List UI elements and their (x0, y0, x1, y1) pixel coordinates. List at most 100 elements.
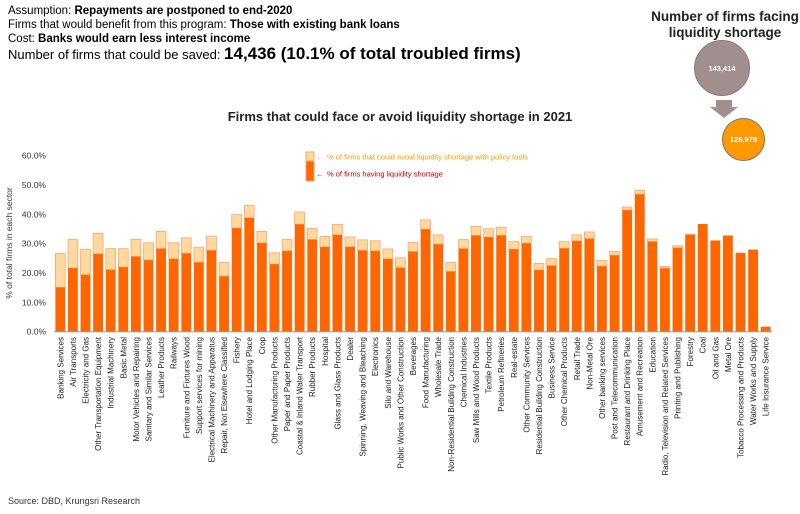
x-tick-label: Fishery (233, 337, 242, 363)
chart-title: Firms that could face or avoid liquidity… (227, 109, 573, 124)
bar-shortage (559, 248, 570, 332)
x-tick-label: Support services for mining (195, 337, 204, 434)
x-tick-label: Sanitary and Similar Services (144, 337, 153, 441)
bar-shortage (408, 251, 418, 332)
bar-avoid (508, 241, 520, 250)
x-tick-label: Public Works and Other Construction (396, 337, 405, 468)
bar-shortage (697, 224, 708, 332)
x-tick-label: Saw Mills and Wood Products (472, 337, 481, 443)
bar-shortage (105, 269, 116, 332)
cost-label: Cost: (8, 33, 39, 45)
firms-before-circle: 143,414 (694, 40, 750, 96)
x-tick-label: Tobacco Processing and Products (737, 337, 746, 458)
x-tick-label: Other Community Services (522, 337, 531, 433)
x-tick-label: Railways (170, 337, 179, 369)
bar-shortage (508, 249, 519, 332)
y-tick-label: 10.0% (22, 297, 47, 307)
x-tick-label: Residential Building Construction (535, 337, 544, 454)
x-tick-label: Wholesale Trade (434, 336, 443, 397)
x-tick-label: Water Works and Supply (749, 337, 758, 425)
y-tick-label: 20.0% (22, 268, 47, 278)
firms-after-value: 128,978 (729, 135, 758, 144)
x-tick-label: Business Service (548, 336, 557, 398)
x-tick-label: Food Manufacturing (422, 337, 431, 408)
bar-shortage (307, 239, 318, 332)
bar-shortage (357, 250, 368, 332)
bar-shortage (672, 247, 683, 332)
bar-avoid (155, 230, 167, 250)
bar-avoid (193, 246, 205, 263)
x-tick-label: Paper and Paper Products (283, 337, 292, 431)
benefit-label: Firms that would benefit from this progr… (8, 19, 230, 31)
x-tick-label: Post and Telecommunication (611, 337, 620, 439)
bar-shortage (534, 270, 544, 332)
y-tick-label: 40.0% (22, 209, 47, 219)
legend-swatch-shortage (305, 160, 315, 182)
x-tick-label: Spinning, Weaving and Bleaching (359, 337, 368, 457)
bar-shortage (685, 234, 696, 332)
bar-shortage (420, 229, 431, 332)
cost-line: Cost: Banks would earn less interest inc… (8, 33, 250, 45)
bar-shortage (143, 260, 154, 332)
bar-avoid (319, 235, 331, 248)
x-tick-label: Beverages (409, 337, 418, 375)
bar-avoid (143, 242, 154, 261)
bar-avoid (344, 236, 356, 248)
bar-avoid (256, 230, 268, 244)
x-tick-label: Other Manufacturing Products (270, 337, 279, 444)
x-tick-label: Hotel and Lodging Place (245, 336, 254, 424)
bar-avoid (609, 250, 620, 256)
bar-shortage (584, 238, 595, 332)
bar-shortage (634, 194, 645, 332)
x-tick-label: Motor Vehicles and Repairing (132, 337, 141, 442)
x-tick-label: Printing and Publishing (674, 337, 683, 419)
bar-avoid (231, 214, 242, 229)
bar-shortage (647, 241, 658, 332)
bar-shortage (345, 246, 355, 332)
bar-shortage (118, 267, 129, 332)
bar-avoid (332, 223, 343, 236)
bar-shortage (471, 235, 481, 332)
firms-after-circle: 128,978 (722, 118, 765, 161)
assumption-line: Assumption: Repayments are postponed to … (8, 5, 292, 17)
x-tick-label: Dealer (346, 337, 355, 361)
x-tick-label: Oil and Gas (711, 337, 720, 379)
bar-avoid (80, 248, 91, 276)
bar-avoid (168, 242, 179, 260)
bar-shortage (748, 249, 759, 332)
bar-avoid (432, 234, 444, 245)
bars (54, 189, 771, 332)
bar-avoid (458, 239, 469, 250)
bar-shortage (395, 267, 406, 332)
bar-shortage (496, 235, 507, 332)
y-axis-label: % of total firms in each sector (4, 187, 14, 299)
bar-shortage (722, 235, 733, 332)
bar-avoid (105, 248, 116, 271)
bar-avoid (647, 238, 658, 243)
bar-avoid (306, 228, 318, 240)
y-tick-label: 30.0% (22, 239, 47, 249)
bar-shortage (571, 241, 582, 332)
bar-avoid (218, 262, 230, 277)
bar-shortage (319, 246, 330, 332)
bar-shortage (710, 240, 721, 332)
bar-avoid (470, 225, 482, 236)
bar-avoid (281, 238, 293, 252)
legend-arrow-shortage: ← (316, 170, 324, 179)
bar-shortage (597, 266, 607, 332)
bar-avoid (483, 228, 494, 238)
bar-avoid (546, 258, 557, 267)
bar-shortage (55, 287, 66, 332)
bar-shortage (445, 271, 456, 332)
bar-shortage (382, 258, 393, 332)
y-tick-label: 60.0% (22, 151, 47, 161)
bar-shortage (294, 224, 305, 332)
x-tick-label: Other Chemical Products (560, 337, 569, 426)
bar-avoid (206, 235, 217, 251)
bar-shortage (269, 264, 280, 332)
x-tick-label: Other banking services (598, 337, 607, 419)
x-tick-label: Silo and Warehouse (384, 336, 393, 408)
x-tick-label: Retail Trade (573, 336, 582, 380)
bar-shortage (282, 251, 292, 332)
bar-avoid (672, 245, 683, 249)
